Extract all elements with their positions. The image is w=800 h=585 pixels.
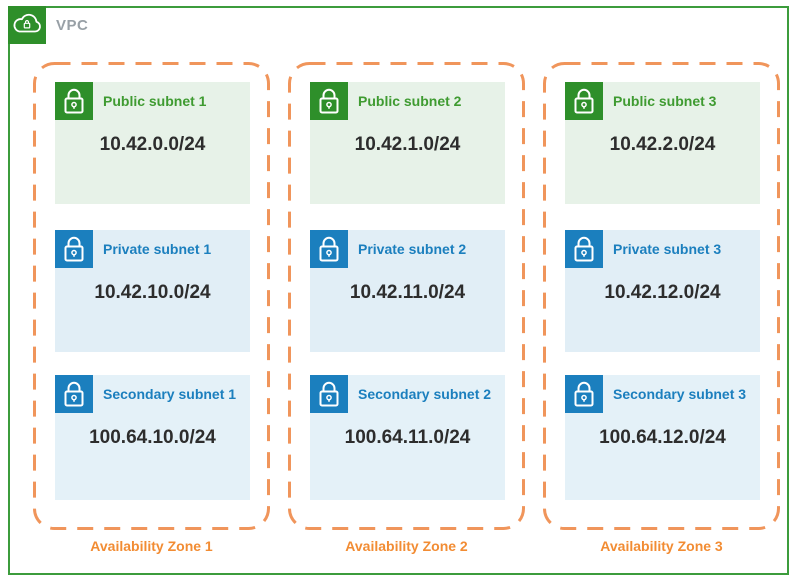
subnet-cidr-label: 10.42.2.0/24	[609, 134, 716, 155]
private-subnet-card: Private subnet 2 10.42.11.0/24	[310, 230, 505, 352]
availability-zone-dashed-border	[33, 62, 270, 530]
subnet-lock-icon	[310, 82, 348, 120]
subnet-lock-icon	[55, 230, 93, 268]
subnet-name-label: Secondary subnet 1	[103, 386, 237, 402]
subnet-cidr-label: 10.42.12.0/24	[604, 282, 721, 303]
subnet-name-label: Public subnet 2	[358, 93, 462, 109]
secondary-subnet-card: Secondary subnet 2 100.64.11.0/24	[310, 375, 505, 500]
subnet-name-label: Secondary subnet 3	[613, 386, 747, 402]
subnet-name-label: Private subnet 2	[358, 241, 467, 257]
secondary-subnet-card: Secondary subnet 1 100.64.10.0/24	[55, 375, 250, 500]
secondary-subnet-card: Secondary subnet 3 100.64.12.0/24	[565, 375, 760, 500]
availability-zone-dashed-border	[543, 62, 780, 530]
subnet-lock-icon	[55, 375, 93, 413]
availability-zone-1: Public subnet 1 10.42.0.0/24 Private sub…	[33, 62, 270, 562]
availability-zone-label: Availability Zone 3	[600, 538, 723, 554]
subnet-name-label: Private subnet 1	[103, 241, 212, 257]
subnet-name-label: Secondary subnet 2	[358, 386, 492, 402]
subnet-cidr-label: 10.42.10.0/24	[94, 282, 211, 303]
subnet-name-label: Private subnet 3	[613, 241, 722, 257]
subnet-lock-icon	[565, 375, 603, 413]
subnet-lock-icon	[310, 230, 348, 268]
subnet-cidr-label: 100.64.10.0/24	[89, 427, 216, 448]
subnet-cidr-label: 10.42.1.0/24	[354, 134, 461, 155]
availability-zone-dashed-border	[288, 62, 525, 530]
subnet-cidr-label: 100.64.11.0/24	[344, 427, 471, 448]
subnet-name-label: Public subnet 1	[103, 93, 207, 109]
subnet-lock-icon	[565, 82, 603, 120]
availability-zone-label: Availability Zone 1	[90, 538, 213, 554]
subnet-cidr-label: 10.42.0.0/24	[99, 134, 206, 155]
public-subnet-card: Public subnet 1 10.42.0.0/24	[55, 82, 250, 204]
subnet-lock-icon	[55, 82, 93, 120]
availability-zone-row: Public subnet 1 10.42.0.0/24 Private sub…	[33, 62, 780, 562]
subnet-lock-icon	[310, 375, 348, 413]
private-subnet-card: Private subnet 3 10.42.12.0/24	[565, 230, 760, 352]
subnet-cidr-label: 100.64.12.0/24	[599, 427, 726, 448]
vpc-container: VPC Public subnet 1 10.42.0.0/24 Priv	[8, 6, 789, 575]
vpc-label: VPC	[56, 17, 89, 34]
availability-zone-2: Public subnet 2 10.42.1.0/24 Private sub…	[288, 62, 525, 562]
availability-zone-label: Availability Zone 2	[345, 538, 468, 554]
public-subnet-card: Public subnet 2 10.42.1.0/24	[310, 82, 505, 204]
private-subnet-card: Private subnet 1 10.42.10.0/24	[55, 230, 250, 352]
subnet-lock-icon	[565, 230, 603, 268]
subnet-cidr-label: 10.42.11.0/24	[349, 282, 466, 303]
availability-zone-3: Public subnet 3 10.42.2.0/24 Private sub…	[543, 62, 780, 562]
subnet-name-label: Public subnet 3	[613, 93, 717, 109]
public-subnet-card: Public subnet 3 10.42.2.0/24	[565, 82, 760, 204]
vpc-cloud-lock-icon	[8, 6, 46, 44]
